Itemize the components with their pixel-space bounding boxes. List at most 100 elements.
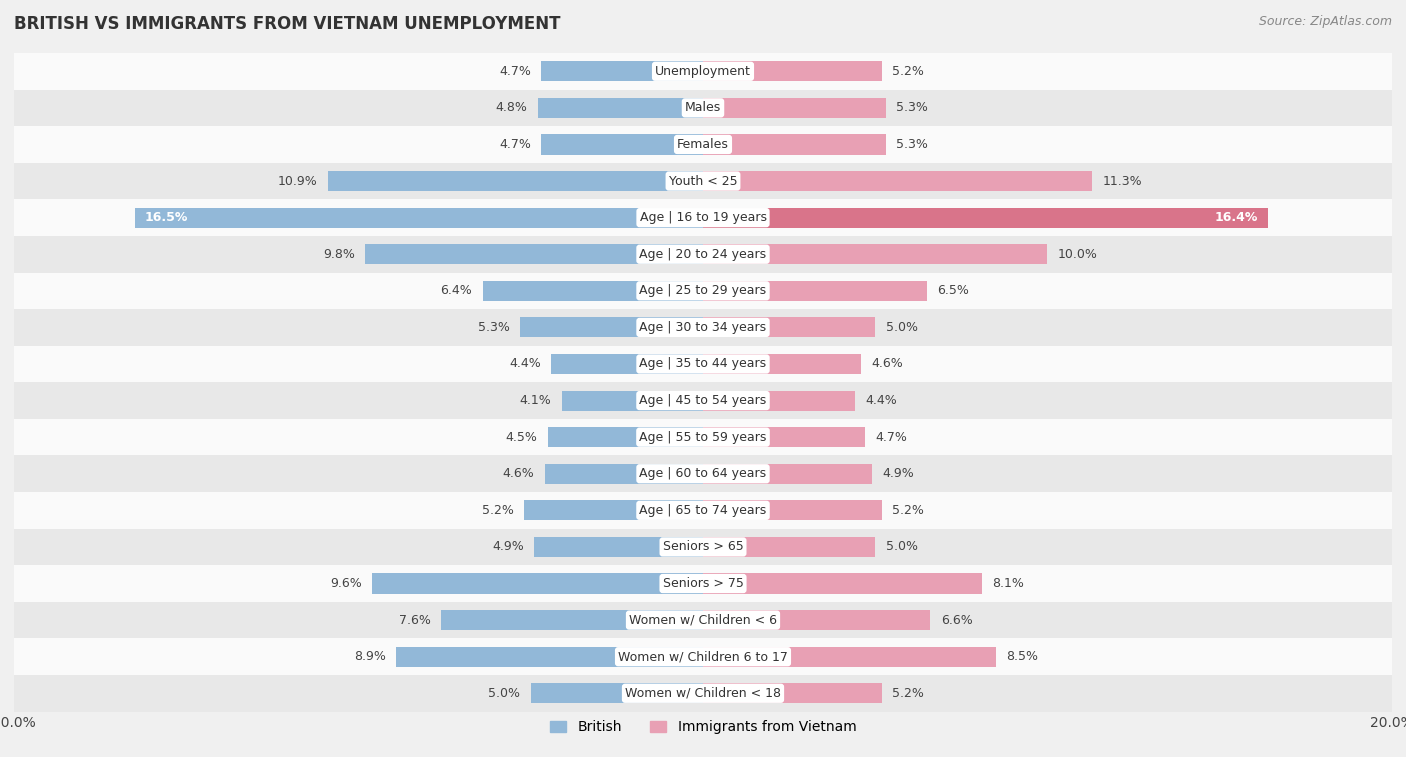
Text: 5.3%: 5.3% — [896, 138, 928, 151]
Text: Youth < 25: Youth < 25 — [669, 175, 737, 188]
Bar — [703, 610, 931, 630]
Legend: British, Immigrants from Vietnam: British, Immigrants from Vietnam — [550, 720, 856, 734]
Text: Source: ZipAtlas.com: Source: ZipAtlas.com — [1258, 15, 1392, 28]
Text: 9.6%: 9.6% — [330, 577, 361, 590]
Bar — [703, 646, 995, 667]
Bar — [14, 163, 1392, 199]
Text: 5.2%: 5.2% — [482, 504, 513, 517]
Bar — [14, 89, 1392, 126]
Text: 5.0%: 5.0% — [886, 321, 918, 334]
Text: BRITISH VS IMMIGRANTS FROM VIETNAM UNEMPLOYMENT: BRITISH VS IMMIGRANTS FROM VIETNAM UNEMP… — [14, 15, 561, 33]
Bar — [551, 354, 703, 374]
Text: 4.7%: 4.7% — [499, 138, 531, 151]
Bar — [703, 537, 875, 557]
Text: 4.4%: 4.4% — [509, 357, 541, 370]
Bar — [14, 309, 1392, 346]
Bar — [537, 98, 703, 118]
Bar — [135, 207, 703, 228]
Bar — [14, 456, 1392, 492]
Text: Seniors > 65: Seniors > 65 — [662, 540, 744, 553]
Bar — [14, 419, 1392, 456]
Bar — [328, 171, 703, 191]
Bar — [14, 273, 1392, 309]
Text: Age | 25 to 29 years: Age | 25 to 29 years — [640, 285, 766, 298]
Bar — [703, 281, 927, 301]
Text: 5.3%: 5.3% — [478, 321, 510, 334]
Bar — [562, 391, 703, 410]
Text: 6.4%: 6.4% — [440, 285, 472, 298]
Text: Unemployment: Unemployment — [655, 65, 751, 78]
Text: Seniors > 75: Seniors > 75 — [662, 577, 744, 590]
Text: Males: Males — [685, 101, 721, 114]
Text: Age | 55 to 59 years: Age | 55 to 59 years — [640, 431, 766, 444]
Text: 8.1%: 8.1% — [993, 577, 1024, 590]
Text: 4.6%: 4.6% — [872, 357, 904, 370]
Bar — [14, 346, 1392, 382]
Bar — [14, 675, 1392, 712]
Text: Age | 16 to 19 years: Age | 16 to 19 years — [640, 211, 766, 224]
Text: Age | 30 to 34 years: Age | 30 to 34 years — [640, 321, 766, 334]
Bar — [703, 135, 886, 154]
Bar — [703, 500, 882, 520]
Bar — [14, 382, 1392, 419]
Bar — [14, 492, 1392, 528]
Bar — [14, 236, 1392, 273]
Bar — [14, 528, 1392, 565]
Bar — [14, 602, 1392, 638]
Bar — [544, 464, 703, 484]
Bar — [14, 565, 1392, 602]
Text: Age | 65 to 74 years: Age | 65 to 74 years — [640, 504, 766, 517]
Bar — [703, 464, 872, 484]
Text: 10.9%: 10.9% — [277, 175, 318, 188]
Text: 4.7%: 4.7% — [875, 431, 907, 444]
Text: Age | 35 to 44 years: Age | 35 to 44 years — [640, 357, 766, 370]
Text: 5.3%: 5.3% — [896, 101, 928, 114]
Bar — [534, 537, 703, 557]
Text: 4.4%: 4.4% — [865, 394, 897, 407]
Bar — [14, 53, 1392, 89]
Text: Females: Females — [678, 138, 728, 151]
Bar — [441, 610, 703, 630]
Text: 11.3%: 11.3% — [1102, 175, 1142, 188]
Bar — [524, 500, 703, 520]
Text: Women w/ Children 6 to 17: Women w/ Children 6 to 17 — [619, 650, 787, 663]
Text: Age | 60 to 64 years: Age | 60 to 64 years — [640, 467, 766, 480]
Bar — [703, 171, 1092, 191]
Bar — [14, 638, 1392, 675]
Text: Women w/ Children < 6: Women w/ Children < 6 — [628, 614, 778, 627]
Text: 8.5%: 8.5% — [1007, 650, 1038, 663]
Text: 6.5%: 6.5% — [938, 285, 969, 298]
Bar — [541, 135, 703, 154]
Bar — [703, 574, 981, 593]
Bar — [703, 98, 886, 118]
Text: 4.9%: 4.9% — [882, 467, 914, 480]
Text: 4.8%: 4.8% — [495, 101, 527, 114]
Bar — [703, 317, 875, 338]
Text: Women w/ Children < 18: Women w/ Children < 18 — [626, 687, 780, 699]
Text: 16.4%: 16.4% — [1215, 211, 1257, 224]
Text: 5.2%: 5.2% — [893, 687, 924, 699]
Bar — [703, 207, 1268, 228]
Bar — [14, 199, 1392, 236]
Bar — [703, 61, 882, 81]
Text: 4.7%: 4.7% — [499, 65, 531, 78]
Text: 4.1%: 4.1% — [520, 394, 551, 407]
Bar — [531, 684, 703, 703]
Bar — [396, 646, 703, 667]
Text: 4.9%: 4.9% — [492, 540, 524, 553]
Bar — [703, 354, 862, 374]
Text: 5.2%: 5.2% — [893, 65, 924, 78]
Bar — [703, 684, 882, 703]
Text: 10.0%: 10.0% — [1057, 248, 1098, 260]
Text: 4.6%: 4.6% — [502, 467, 534, 480]
Text: 5.2%: 5.2% — [893, 504, 924, 517]
Text: 5.0%: 5.0% — [886, 540, 918, 553]
Bar — [14, 126, 1392, 163]
Bar — [482, 281, 703, 301]
Text: 9.8%: 9.8% — [323, 248, 356, 260]
Text: 6.6%: 6.6% — [941, 614, 973, 627]
Bar — [703, 391, 855, 410]
Text: 16.5%: 16.5% — [145, 211, 188, 224]
Text: 7.6%: 7.6% — [399, 614, 430, 627]
Bar — [520, 317, 703, 338]
